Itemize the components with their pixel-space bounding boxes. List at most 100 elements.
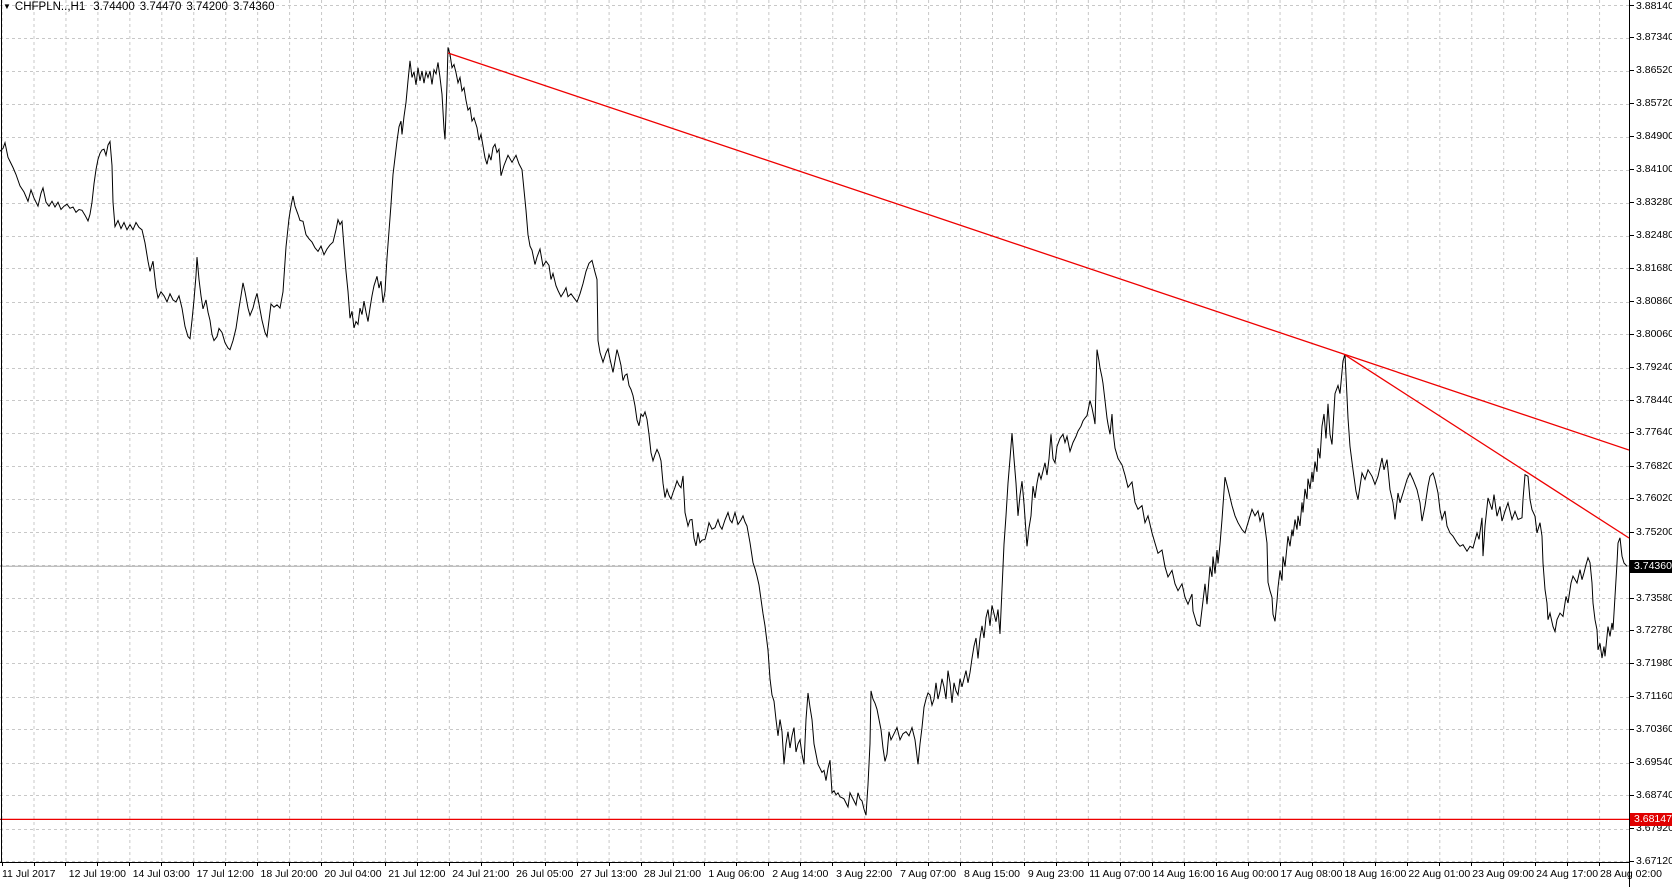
time-tick-mark	[1471, 863, 1473, 866]
time-tick-mark	[1247, 863, 1249, 866]
time-tick-mark	[416, 863, 418, 866]
time-tick-label: 12 Jul 19:00	[68, 868, 126, 880]
time-tick-mark	[1215, 863, 1217, 866]
support-price-tag: 3.68147	[1630, 812, 1672, 826]
price-scale[interactable]: 3.88140 3.87340 3.86520 3.85720 3.84900 3.841…	[1629, 0, 1672, 887]
price-tick-mark	[1630, 432, 1634, 434]
time-tick-mark	[97, 863, 99, 866]
time-tick-mark	[512, 863, 514, 866]
time-tick-mark	[1119, 863, 1121, 866]
price-tick-label: 3.82480	[1636, 229, 1672, 242]
price-tick-label: 3.84900	[1636, 130, 1672, 143]
time-scale[interactable]: 11 Jul 2017 12 Jul 19:00 14 Jul 03:00 17 Ju…	[0, 862, 1662, 887]
chart-canvas	[0, 0, 1629, 862]
time-tick-label: 18 Aug 16:00	[1344, 868, 1407, 880]
time-tick-label: 24 Jul 21:00	[452, 868, 510, 880]
time-tick-mark	[1151, 863, 1153, 866]
time-tick-mark	[896, 863, 898, 866]
time-tick-mark	[800, 863, 802, 866]
time-tick-mark	[353, 863, 354, 866]
time-tick-mark	[33, 863, 35, 866]
price-tick-mark	[1630, 465, 1634, 467]
time-tick-mark	[193, 863, 195, 866]
time-tick-label: 3 Aug 22:00	[836, 868, 893, 880]
time-tick-mark	[544, 863, 546, 866]
time-tick-label: 18 Jul 20:00	[260, 868, 318, 880]
descending-trendline-major[interactable]	[447, 52, 1629, 451]
time-tick-label: 16 Aug 00:00	[1216, 868, 1279, 880]
time-tick-label: 24 Aug 17:00	[1536, 868, 1599, 880]
price-tick-mark	[1630, 37, 1634, 39]
price-line-series	[0, 47, 1628, 816]
descending-trendline-minor[interactable]	[1344, 354, 1629, 539]
price-tick-mark	[1630, 728, 1634, 730]
price-chart-plot[interactable]: ▼ CHFPLN..,H1 3.74400 3.74470 3.74200 3.74360	[0, 0, 1629, 862]
price-tick-mark	[1630, 169, 1634, 171]
price-tick-mark	[1630, 399, 1634, 401]
symbol-marker-icon: ▼	[3, 2, 11, 11]
time-tick-mark	[1407, 863, 1409, 866]
time-tick-mark	[1375, 863, 1377, 866]
time-tick-label: 22 Aug 01:00	[1408, 868, 1471, 880]
time-tick-label: 11 Aug 07:00	[1089, 868, 1151, 880]
time-tick-mark	[1055, 863, 1057, 866]
time-tick-label: 21 Jul 12:00	[388, 868, 446, 880]
price-tick-label: 3.72780	[1636, 624, 1672, 637]
time-tick-mark	[576, 863, 578, 866]
price-tick-label: 3.78440	[1636, 393, 1672, 406]
time-tick-mark	[1, 863, 3, 866]
time-tick-label: 9 Aug 23:00	[1027, 868, 1084, 880]
time-tick-mark	[1087, 863, 1089, 866]
time-tick-mark	[1279, 863, 1281, 866]
price-tick-mark	[1630, 762, 1634, 764]
time-tick-mark	[608, 863, 610, 866]
price-tick-label: 3.70360	[1636, 722, 1672, 735]
time-tick-mark	[1439, 863, 1441, 866]
time-tick-label: 14 Jul 03:00	[132, 868, 190, 880]
time-tick-mark	[257, 863, 259, 866]
current-price-tag: 3.74360	[1630, 559, 1672, 573]
time-tick-mark	[768, 863, 770, 866]
ohlc-close-value: 3.74360	[232, 1, 275, 13]
price-tick-mark	[1630, 103, 1634, 105]
price-tick-mark	[1630, 136, 1634, 138]
ohlc-open-value: 3.74400	[93, 1, 135, 13]
price-tick-mark	[1630, 696, 1634, 698]
price-tick-label: 3.85720	[1636, 97, 1672, 110]
price-tick-mark	[1630, 597, 1634, 599]
time-tick-label: 11 Jul 2017	[2, 868, 56, 880]
time-tick-mark	[704, 863, 706, 866]
time-tick-mark	[1183, 863, 1185, 866]
time-tick-mark	[225, 863, 227, 866]
price-tick-label: 3.87340	[1636, 31, 1672, 44]
time-tick-mark	[960, 863, 962, 866]
time-tick-mark	[928, 863, 930, 866]
time-tick-label: 27 Jul 13:00	[579, 868, 638, 880]
price-tick-label: 3.76020	[1636, 492, 1672, 505]
symbol-timeframe-label: CHFPLN..,H1	[14, 1, 86, 13]
time-tick-mark	[129, 863, 131, 866]
price-tick-label: 3.67120	[1636, 854, 1672, 867]
time-tick-mark	[1599, 863, 1601, 866]
time-tick-label: 28 Aug 02:00	[1600, 868, 1662, 880]
price-tick-label: 3.69540	[1636, 756, 1672, 769]
time-tick-label: 2 Aug 14:00	[772, 868, 829, 880]
time-tick-mark	[1503, 863, 1505, 866]
price-tick-label: 3.71980	[1636, 656, 1672, 669]
price-tick-label: 3.76820	[1636, 459, 1672, 472]
price-tick-mark	[1630, 4, 1634, 6]
price-tick-mark	[1630, 333, 1634, 335]
price-tick-mark	[1630, 498, 1634, 500]
time-tick-mark	[864, 863, 866, 866]
time-tick-label: 17 Jul 12:00	[196, 868, 254, 880]
time-tick-mark	[65, 863, 67, 866]
price-tick-label: 3.71160	[1636, 690, 1672, 703]
grid-lines	[0, 0, 1629, 862]
price-tick-label: 3.86520	[1636, 64, 1672, 77]
time-tick-mark	[832, 863, 834, 866]
time-tick-mark	[321, 863, 323, 866]
time-tick-mark	[480, 863, 482, 866]
time-tick-label: 20 Jul 04:00	[324, 868, 382, 880]
price-tick-label: 3.79240	[1636, 361, 1672, 374]
